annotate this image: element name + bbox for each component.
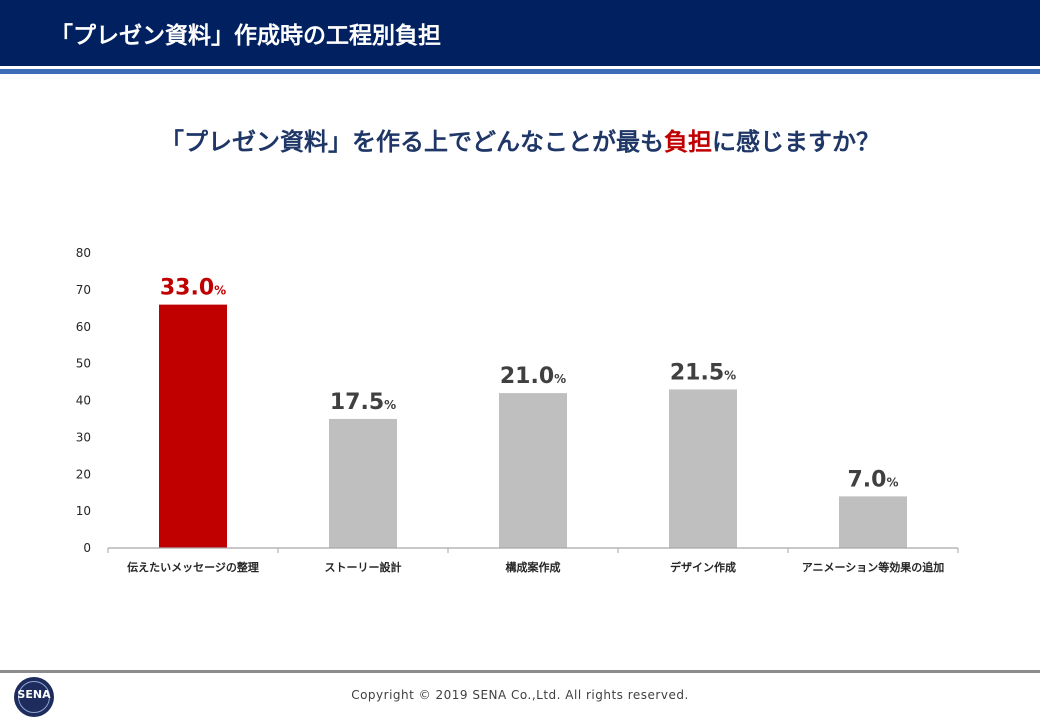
logo-ring bbox=[18, 681, 50, 713]
header-bar: 「プレゼン資料」作成時の工程別負担 bbox=[0, 0, 1040, 66]
y-tick-label: 30 bbox=[76, 430, 91, 444]
page-title: 「プレゼン資料」作成時の工程別負担 bbox=[50, 23, 441, 49]
y-tick-label: 20 bbox=[76, 467, 91, 481]
data-label-unit: % bbox=[384, 398, 396, 412]
survey-question: 「プレゼン資料」を作る上でどんなことが最も負担に感じますか？ bbox=[0, 122, 1040, 157]
company-logo: SENA bbox=[14, 677, 54, 717]
data-label: 21.5% bbox=[670, 360, 736, 385]
x-tick-label: 伝えたいメッセージの整理 bbox=[127, 560, 259, 574]
data-label: 21.0% bbox=[500, 364, 566, 389]
data-label-unit: % bbox=[554, 372, 566, 386]
data-label-value: 33.0 bbox=[160, 276, 214, 301]
y-tick-label: 70 bbox=[76, 283, 91, 297]
copyright-text: Copyright © 2019 SENA Co.,Ltd. All right… bbox=[351, 688, 689, 702]
bar bbox=[159, 304, 227, 548]
x-tick-label: デザイン作成 bbox=[670, 560, 736, 574]
bar bbox=[499, 393, 567, 548]
x-tick-label: アニメーション等効果の追加 bbox=[802, 560, 945, 574]
bar-chart: 0 10 20 30 40 50 60 70 80 33.0% 伝えたいメッセージの整理 17.5% ス… bbox=[76, 246, 959, 574]
bar bbox=[839, 496, 907, 548]
y-tick-label: 60 bbox=[76, 320, 91, 334]
data-label-value: 21.0 bbox=[500, 364, 554, 389]
data-label-unit: % bbox=[214, 284, 226, 298]
y-tick-label: 0 bbox=[83, 541, 91, 555]
data-label-value: 21.5 bbox=[670, 360, 724, 385]
header-divider bbox=[0, 69, 1040, 74]
y-tick-label: 80 bbox=[76, 246, 91, 260]
y-tick-label: 40 bbox=[76, 394, 91, 408]
data-label: 33.0% bbox=[160, 276, 226, 301]
y-tick-label: 10 bbox=[76, 504, 91, 518]
question-text-accent: 負担 bbox=[664, 128, 712, 156]
data-label: 17.5% bbox=[330, 390, 396, 415]
x-tick-label: 構成案作成 bbox=[506, 560, 561, 574]
data-label-unit: % bbox=[724, 368, 736, 382]
footer-divider bbox=[0, 670, 1040, 673]
x-tick-label: ストーリー設計 bbox=[325, 560, 402, 574]
data-label-value: 17.5 bbox=[330, 390, 384, 415]
y-tick-label: 50 bbox=[76, 357, 91, 371]
data-label: 7.0% bbox=[847, 467, 898, 492]
question-text-after: に感じますか？ bbox=[712, 128, 880, 156]
data-label-unit: % bbox=[886, 475, 898, 489]
question-text-before: 「プレゼン資料」を作る上でどんなことが最も bbox=[160, 128, 664, 156]
logo-text: SENA bbox=[17, 688, 51, 701]
data-label-value: 7.0 bbox=[847, 467, 886, 492]
bar bbox=[329, 418, 397, 548]
bar bbox=[669, 389, 737, 548]
